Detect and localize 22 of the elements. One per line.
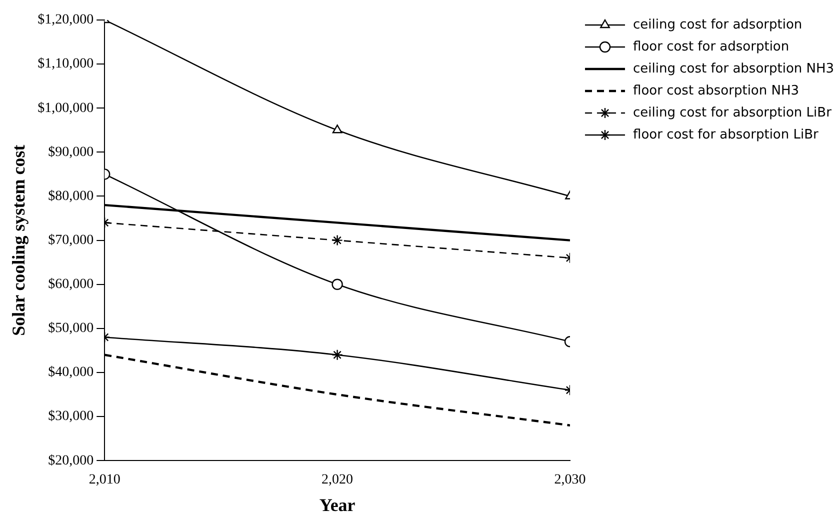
legend-label: ceiling cost for absorption LiBr bbox=[633, 105, 832, 120]
y-tick-label: $1,10,000 bbox=[38, 56, 94, 72]
legend-label: floor cost for absorption LiBr bbox=[633, 127, 820, 142]
x-tick-label: 2,030 bbox=[554, 472, 586, 488]
y-tick-label: $50,000 bbox=[48, 321, 94, 336]
legend-label: floor cost for adsorption bbox=[633, 39, 790, 54]
y-tick-label: $20,000 bbox=[48, 453, 94, 468]
x-tick-label: 2,010 bbox=[88, 472, 120, 488]
y-tick-label: $1,20,000 bbox=[38, 12, 94, 28]
y-tick-label: $90,000 bbox=[48, 144, 94, 160]
legend-label: floor cost absorption NH3 bbox=[633, 83, 800, 98]
y-tick-label: $40,000 bbox=[48, 365, 94, 380]
y-axis-title: Solar cooling system cost bbox=[8, 144, 28, 336]
y-tick-label: $30,000 bbox=[48, 409, 94, 424]
x-axis-title: Year bbox=[319, 494, 356, 515]
y-tick-label: $70,000 bbox=[48, 232, 94, 248]
y-tick-label: $60,000 bbox=[48, 277, 94, 292]
legend-label: ceiling cost for adsorption bbox=[633, 17, 802, 32]
y-tick-label: $1,00,000 bbox=[38, 100, 94, 116]
legend-label: ceiling cost for absorption NH3 bbox=[633, 61, 834, 76]
y-tick-label: $80,000 bbox=[48, 188, 94, 204]
x-tick-label: 2,020 bbox=[322, 472, 354, 488]
